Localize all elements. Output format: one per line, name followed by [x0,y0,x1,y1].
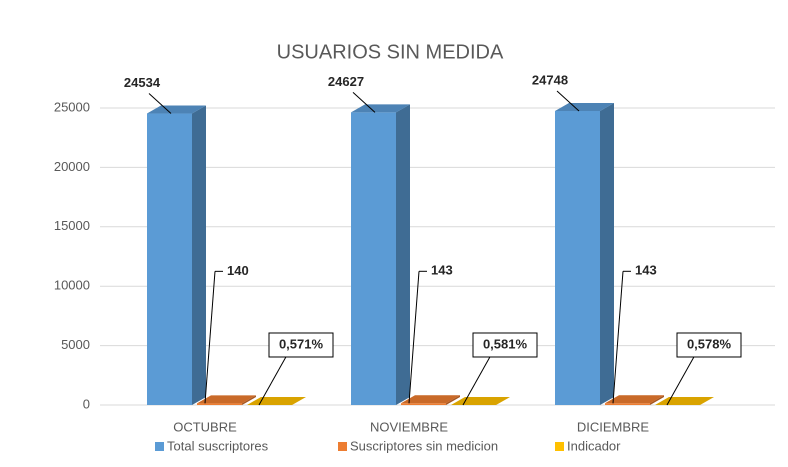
label-box [268,332,334,358]
x-tick-label: DICIEMBRE [577,419,650,434]
leader-line [612,271,624,404]
bar-top [655,396,714,405]
bar-top-shade [247,396,306,405]
bar-side [496,396,510,405]
bar-side [192,105,206,406]
chart-title: USUARIOS SIN MEDIDA [277,41,504,63]
data-label: 0,581% [483,336,528,351]
bar-side-shade [700,396,714,405]
bar-front [401,403,446,405]
legend-swatch [155,442,164,451]
bar-side-shade [600,102,614,405]
bar-side [446,395,460,405]
bar-top [247,396,306,405]
bar-top-shade [555,102,614,111]
leader-line [148,93,172,114]
x-tick-label: OCTUBRE [173,419,237,434]
data-label: 0,578% [687,336,732,351]
bar-front [197,403,242,405]
bar-side-shade [496,396,510,405]
leader-line [462,354,492,406]
bar-top [147,105,206,114]
bar [655,396,714,405]
bar-side [700,396,714,405]
bar-side-shade [650,395,664,405]
data-label: 140 [227,263,249,278]
bar-top-shade [197,395,256,404]
y-tick-label: 15000 [54,218,90,233]
y-tick-label: 25000 [54,99,90,114]
bar-top-shade [351,104,410,113]
bar-side-shade [242,395,256,405]
bar-top [401,395,460,404]
bar-side [650,395,664,405]
bar-top [451,396,510,405]
bar-front [147,113,192,406]
bar [147,105,206,406]
legend-label: Suscriptores sin medicion [350,438,498,453]
y-tick-label: 0 [83,396,90,411]
legend-label: Total suscriptores [167,438,269,453]
bar [555,102,614,405]
leader-line [204,271,216,404]
bar-side-shade [292,396,306,405]
bar-top [605,395,664,404]
bar-side [600,102,614,405]
bar-side-shade [446,395,460,405]
legend-swatch [555,442,564,451]
bar-top-shade [605,395,664,404]
leader-line [556,90,580,112]
bar-top [555,102,614,111]
bar [247,396,306,405]
x-tick-label: NOVIEMBRE [370,419,448,434]
data-label: 143 [635,263,657,278]
bar-top-shade [147,105,206,114]
bar-side [396,104,410,405]
data-label: 24534 [124,75,161,90]
bar-side-shade [396,104,410,405]
y-tick-label: 20000 [54,159,90,174]
bar-side [292,396,306,405]
data-label: 0,571% [279,336,324,351]
bar-side [242,395,256,405]
bar-top-shade [451,396,510,405]
leader-line [258,354,288,406]
bar-side-shade [192,105,206,406]
y-tick-label: 5000 [61,337,90,352]
bar-top [197,395,256,404]
bar-top-shade [655,396,714,405]
leader-line [352,92,376,113]
data-label: 24627 [328,74,364,89]
bar-top [351,104,410,113]
bar-front [351,112,396,405]
legend-label: Indicador [567,438,621,453]
bar [351,104,410,405]
data-label: 143 [431,263,453,278]
bar-top-shade [401,395,460,404]
bar-front [555,110,600,405]
bar-front [605,403,650,405]
label-box [472,332,538,358]
leader-line [408,271,420,404]
leader-line [666,354,696,406]
bar [197,395,256,405]
bar [401,395,460,405]
bar [451,396,510,405]
bar [605,395,664,405]
data-label: 24748 [532,72,568,87]
legend-swatch [338,442,347,451]
label-box [676,332,742,358]
y-tick-label: 10000 [54,278,90,293]
